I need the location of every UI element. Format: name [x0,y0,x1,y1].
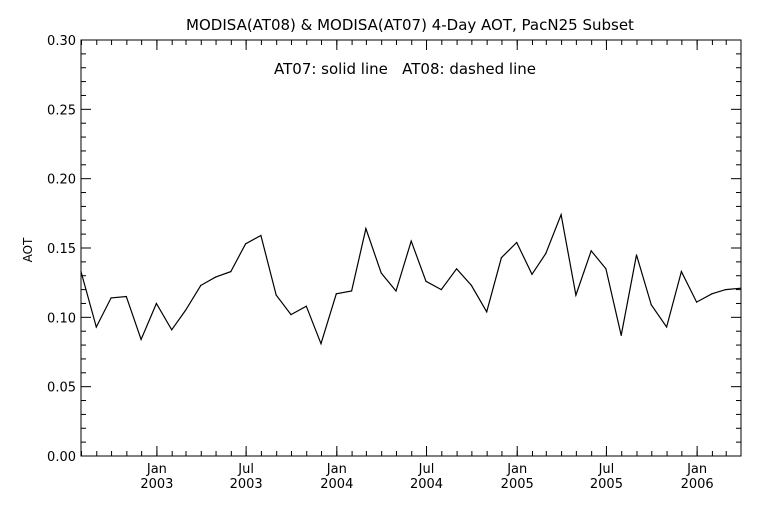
y-tick-label: 0.20 [47,173,76,188]
data-point [711,293,713,295]
y-tick-label: 0.00 [47,450,76,465]
x-tick-month-label: Jul [237,462,254,477]
aot-series-line [80,212,742,346]
data-point [380,272,382,274]
data-point [605,268,607,270]
data-point [125,295,127,298]
line-style-note: AT07: solid line AT08: dashed line [274,60,536,78]
x-tick-year-label: 2003 [140,477,173,492]
data-point [110,297,112,299]
data-point [456,268,458,270]
x-tick-year-label: 2003 [230,477,263,492]
data-point [171,329,173,331]
data-point [575,294,577,296]
data-point [290,314,292,316]
x-tick-year-label: 2006 [681,477,714,492]
plot-frame [80,39,742,457]
data-point [200,284,202,286]
data-point [620,334,622,336]
x-tick-month-label: Jan [146,462,167,477]
x-tick-month-label: Jul [598,462,615,477]
data-point [635,254,638,256]
y-tick-label: 0.30 [47,34,76,49]
data-point [440,289,442,291]
axis-ticks [80,39,741,457]
data-point [155,302,157,305]
x-tick-year-label: 2005 [590,477,623,492]
data-point [545,252,547,255]
data-point [560,214,562,216]
data-point [215,276,217,278]
data-point [531,273,533,275]
data-point [680,271,683,273]
data-point [425,280,427,282]
x-tick-month-label: Jul [418,462,435,477]
data-point [516,241,518,244]
y-tick-label: 0.10 [47,311,76,326]
y-tick-label: 0.25 [47,103,76,118]
data-point [80,271,82,273]
data-point [95,326,97,328]
data-point [590,250,592,252]
data-point [230,271,232,273]
data-point [320,343,322,345]
data-point [650,304,652,306]
y-tick-label: 0.05 [47,381,76,396]
data-point [696,301,698,303]
tick-labels: 0.000.050.100.150.200.250.30Jan2003Jul20… [47,34,714,492]
data-point [500,257,502,259]
x-tick-month-label: Jan [686,462,707,477]
data-point [740,287,742,289]
series-layer [80,212,742,346]
data-point [486,311,488,313]
data-point [725,289,727,291]
data-point [395,290,397,292]
y-axis-label: AOT [21,237,35,262]
data-point [245,243,247,245]
data-point [305,305,307,307]
data-point [184,309,187,311]
data-point [260,234,262,237]
data-point [410,240,412,242]
x-tick-year-label: 2004 [320,477,353,492]
x-tick-month-label: Jan [326,462,347,477]
x-tick-month-label: Jan [506,462,527,477]
data-point [275,294,277,296]
data-point [470,284,472,286]
x-tick-year-label: 2005 [501,477,534,492]
chart-title: MODISA(AT08) & MODISA(AT07) 4-Day AOT, P… [186,16,634,34]
data-point [140,338,142,341]
x-tick-year-label: 2004 [410,477,443,492]
data-point [666,326,668,328]
y-tick-label: 0.15 [47,242,76,257]
data-point [365,228,367,230]
data-point [351,290,353,292]
data-point [335,293,337,295]
